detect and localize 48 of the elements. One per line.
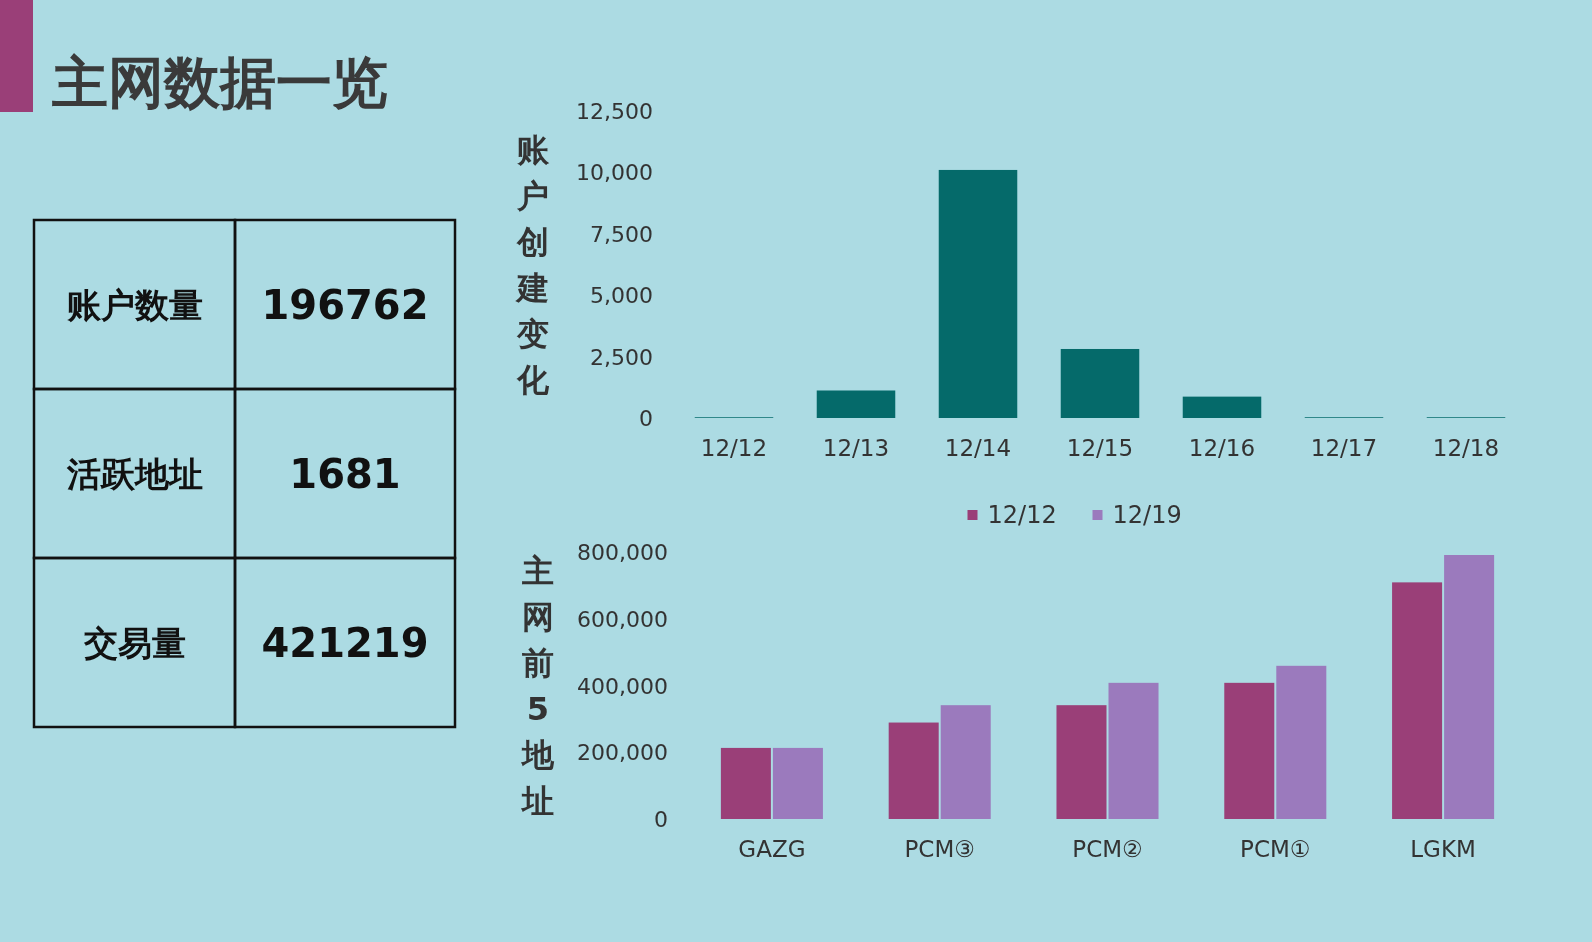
y-tick-label: 0 — [654, 807, 668, 832]
x-tick-label: 12/15 — [1066, 435, 1134, 461]
category-label: 活跃地址 — [65, 453, 203, 494]
bar — [1182, 396, 1262, 418]
x-tick-label: PCM③ — [904, 836, 975, 862]
bar — [1276, 665, 1327, 819]
bar — [816, 390, 896, 418]
y-tick-label: 7,500 — [590, 221, 653, 247]
bar — [1392, 582, 1443, 819]
x-tick-label: PCM① — [1240, 836, 1311, 862]
text: 主网数据一览 — [51, 50, 388, 115]
y-tick-label: 800,000 — [577, 540, 668, 565]
data-label: 196762 — [261, 281, 429, 328]
y-axis-title: 账户创建变化 — [515, 130, 550, 399]
bar — [1444, 555, 1495, 819]
x-tick-label: 12/18 — [1432, 435, 1500, 461]
x-tick-label: PCM② — [1072, 836, 1143, 862]
x-tick-label: GAZG — [738, 836, 806, 862]
data-label: 421219 — [261, 619, 429, 666]
bar — [1108, 682, 1159, 819]
y-tick-label: 600,000 — [577, 606, 668, 632]
data-label: 1681 — [289, 450, 401, 497]
bar — [1224, 682, 1275, 819]
bar — [1060, 348, 1140, 418]
x-tick-label: LGKM — [1410, 836, 1476, 862]
bar — [938, 169, 1018, 418]
x-tick-label: 12/16 — [1188, 435, 1256, 461]
bar — [888, 722, 939, 819]
y-tick-label: 0 — [639, 406, 653, 431]
legend-label: 12/19 — [1112, 501, 1182, 529]
bar — [1056, 705, 1107, 819]
y-tick-label: 5,000 — [590, 283, 653, 309]
category-label: 交易量 — [82, 622, 186, 663]
category-label: 账户数量 — [66, 284, 203, 325]
bar — [772, 747, 823, 819]
y-tick-label: 12,500 — [576, 99, 653, 124]
legend-label: 12/12 — [987, 501, 1057, 529]
y-tick-label: 400,000 — [577, 673, 668, 699]
bar — [720, 747, 771, 819]
y-tick-label: 200,000 — [577, 740, 668, 766]
x-tick-label: 12/12 — [700, 435, 768, 461]
x-tick-label: 12/14 — [944, 435, 1012, 461]
x-tick-label: 12/13 — [822, 435, 890, 461]
y-axis-title: 主网前5地址 — [520, 551, 555, 820]
y-tick-label: 2,500 — [590, 344, 653, 370]
x-tick-label: 12/17 — [1310, 435, 1378, 461]
bar — [940, 705, 991, 819]
y-tick-label: 10,000 — [576, 160, 653, 186]
